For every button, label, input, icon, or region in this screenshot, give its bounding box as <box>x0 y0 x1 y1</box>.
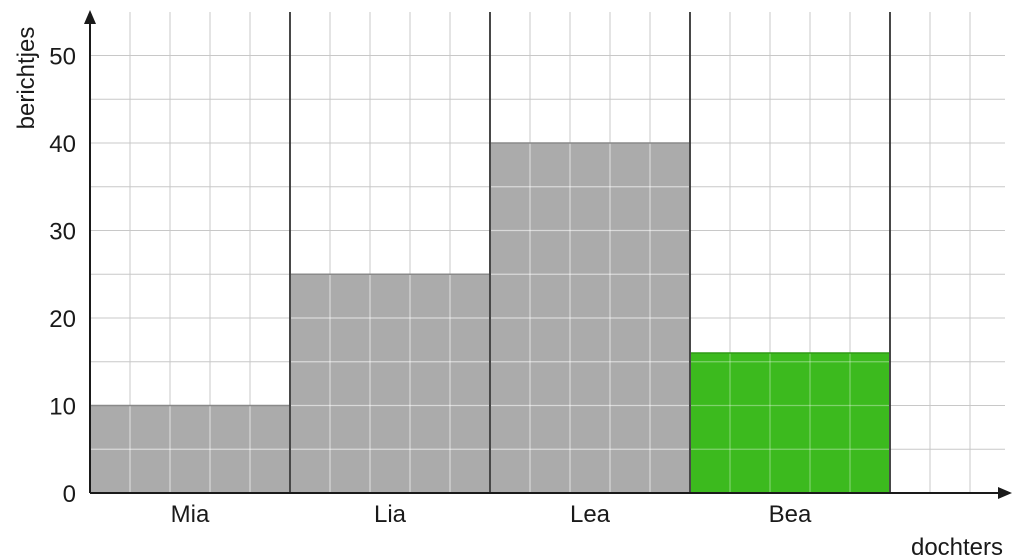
axes <box>84 10 1012 499</box>
x-category-labels: Mia Lia Lea Bea <box>171 501 812 528</box>
y-axis-label: berichtjes <box>13 27 40 130</box>
x-category-label: Lia <box>374 501 407 528</box>
bar-grid-overlay <box>91 142 889 493</box>
y-tick-label: 30 <box>49 219 76 246</box>
x-category-label: Bea <box>769 501 812 528</box>
y-tick-labels: 0 10 20 30 40 50 <box>49 44 76 509</box>
y-tick-label: 20 <box>49 306 76 333</box>
bar-lia <box>291 274 489 493</box>
y-tick-label: 50 <box>49 44 76 71</box>
y-tick-label: 0 <box>63 481 76 508</box>
x-category-label: Lea <box>570 501 611 528</box>
y-axis-arrow <box>84 10 96 24</box>
y-tick-label: 40 <box>49 131 76 158</box>
x-axis-label: dochters <box>911 534 1003 560</box>
category-dividers <box>289 12 891 493</box>
x-category-label: Mia <box>171 501 210 528</box>
x-axis-arrow <box>998 487 1012 499</box>
y-tick-label: 10 <box>49 394 76 421</box>
bar-bea <box>691 353 889 493</box>
